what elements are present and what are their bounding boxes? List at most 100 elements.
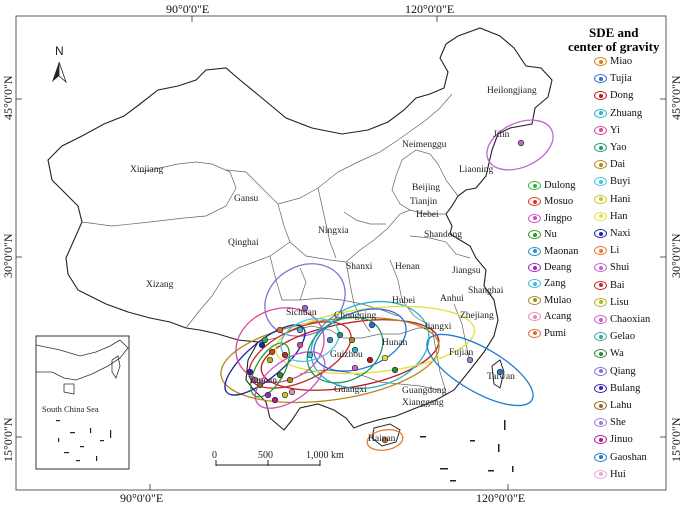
ellipse-symbol-icon [528, 312, 541, 322]
gravity-centers [246, 139, 525, 444]
legend-item: Yi [594, 125, 620, 136]
legend-item-label: Zhuang [610, 107, 643, 119]
coord-right-30n: 30°0'0"N [669, 233, 683, 278]
legend-title-line1: SDE and [588, 25, 639, 40]
legend-item-label: Han [610, 210, 628, 222]
legend-item: Deang [528, 262, 571, 273]
province-label: Xinjiang [130, 165, 164, 175]
ellipse-symbol-icon [594, 91, 607, 101]
province-label: Shanxi [346, 262, 373, 272]
coord-left-30n: 30°0'0"N [1, 233, 15, 278]
ellipse-symbol-icon [528, 181, 541, 190]
legend-item-label: Lahu [610, 400, 632, 411]
legend-item-label: Buyi [610, 176, 631, 188]
legend-item-label: Mosuo [544, 196, 574, 208]
ellipse-symbol-icon [594, 366, 607, 376]
legend-item-label: Hui [610, 468, 626, 480]
province-label: Liaoning [459, 165, 494, 175]
ellipse-symbol-icon [594, 125, 607, 135]
legend-item-label: Wa [610, 348, 624, 360]
legend-item: Zhuang [594, 108, 642, 119]
legend-item-label: Maonan [544, 245, 579, 257]
legend-item-label: Bai [610, 279, 625, 291]
ellipse-symbol-icon [594, 211, 607, 221]
legend-item: Gelao [594, 331, 635, 342]
legend-item: Miao [594, 56, 632, 67]
ellipse-symbol-icon [528, 295, 541, 305]
ellipse-symbol-icon [594, 383, 607, 393]
ellipse-symbol-icon [594, 160, 607, 170]
legend-item: Han [594, 211, 628, 222]
legend-item: Buyi [594, 176, 630, 187]
province-label: Gansu [234, 194, 259, 204]
province-label: Shanghai [468, 286, 504, 296]
legend-item-label: Hani [610, 193, 631, 205]
ellipse-symbol-icon [528, 263, 541, 272]
legend-item: Tujia [594, 73, 632, 84]
ellipse-symbol-icon [528, 213, 541, 223]
legend-item-label: Acang [544, 311, 572, 323]
legend-item: Hani [594, 194, 630, 205]
province-label: Hubei [392, 296, 416, 306]
legend-item: Gaoshan [594, 452, 647, 463]
legend-item-label: Miao [610, 56, 633, 67]
legend-item: Dong [594, 90, 633, 101]
ellipse-symbol-icon [594, 315, 607, 324]
ellipse-symbol-icon [594, 332, 607, 342]
province-label: Taiwan [487, 372, 515, 382]
frame-ticks [16, 16, 666, 490]
ellipse-symbol-icon [528, 246, 541, 256]
scale-bar [215, 460, 321, 466]
scale-label-500: 500 [258, 450, 273, 461]
legend-item-label: Qiang [610, 365, 636, 377]
ellipse-symbol-icon [594, 177, 607, 187]
province-label: Hainan [368, 434, 396, 444]
ellipse-symbol-icon [528, 328, 541, 338]
coord-left-15n: 15°0'0"N [1, 417, 15, 462]
province-label: Yunnan [248, 376, 278, 386]
legend-item-label: Jingpo [544, 212, 573, 224]
legend-item: Yao [594, 142, 626, 153]
province-label: Ningxia [318, 226, 349, 236]
coord-top-90e: 90°0'0"E [166, 2, 210, 16]
legend-item-label: Jinuo [610, 434, 633, 446]
coord-right-15n: 15°0'0"N [669, 417, 683, 462]
ellipse-symbol-icon [594, 57, 607, 66]
province-label: Fujian [449, 348, 474, 358]
ellipse-symbol-icon [594, 194, 607, 204]
ellipse-symbol-icon [594, 280, 607, 290]
north-arrow-icon [52, 61, 67, 84]
legend-item: Acang [528, 311, 571, 322]
province-label: Guangxi [334, 385, 367, 395]
legend-item: Nu [528, 229, 557, 240]
ellipse-symbol-icon [594, 246, 607, 256]
coord-bottom-120e: 120°0'0"E [476, 491, 526, 505]
legend-item-label: Yao [610, 142, 627, 153]
north-label: N [55, 44, 64, 58]
ellipse-symbol-icon [594, 229, 607, 238]
ellipse-symbol-icon [594, 401, 607, 410]
legend-item-label: Li [610, 245, 620, 257]
inset-label: South China Sea [42, 404, 99, 414]
scale-label-0: 0 [212, 450, 217, 461]
legend-item-label: Chaoxian [610, 314, 651, 325]
legend-item: Dulong [528, 180, 576, 191]
province-label: Shandong [424, 230, 462, 240]
legend-item: Bai [594, 280, 625, 291]
province-label: Hebei [416, 210, 439, 220]
province-label: Heilongjiang [487, 86, 537, 96]
province-label: Tianjin [410, 197, 438, 207]
map-frame [15, 15, 667, 491]
legend-item: Jingpo [528, 213, 572, 224]
sea-islands [420, 420, 514, 482]
province-label: Jilin [493, 130, 510, 140]
legend-item: Pumi [528, 328, 566, 339]
ellipse-symbol-icon [594, 143, 607, 152]
province-label: Jiangxi [424, 322, 452, 332]
legend-item-label: Dong [610, 90, 634, 102]
legend-item: Lisu [594, 297, 629, 308]
sde-ellipses [220, 119, 554, 451]
legend-item: Bulang [594, 383, 640, 394]
province-label: Chongqing [334, 311, 377, 321]
